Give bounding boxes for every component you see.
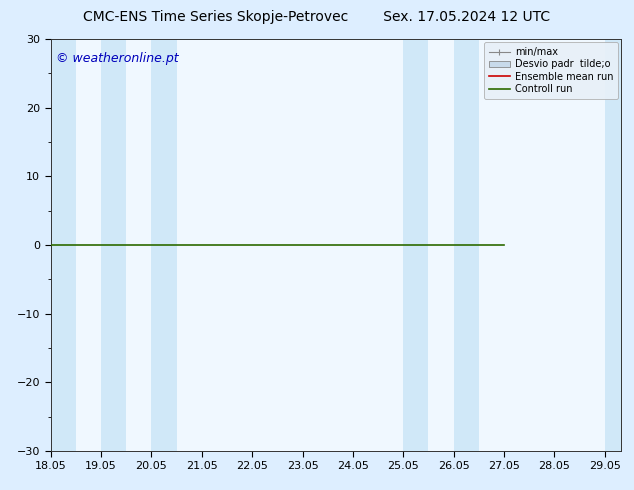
Bar (453, 39, 479, 451)
Bar (605, 39, 621, 451)
Legend: min/max, Desvio padr  tilde;o, Ensemble mean run, Controll run: min/max, Desvio padr tilde;o, Ensemble m… (484, 42, 618, 99)
Bar (152, 39, 177, 451)
Bar (101, 39, 126, 451)
Text: © weatheronline.pt: © weatheronline.pt (56, 51, 179, 65)
Bar (51, 39, 76, 451)
Bar (403, 39, 429, 451)
Text: CMC-ENS Time Series Skopje-Petrovec        Sex. 17.05.2024 12 UTC: CMC-ENS Time Series Skopje-Petrovec Sex.… (84, 10, 550, 24)
